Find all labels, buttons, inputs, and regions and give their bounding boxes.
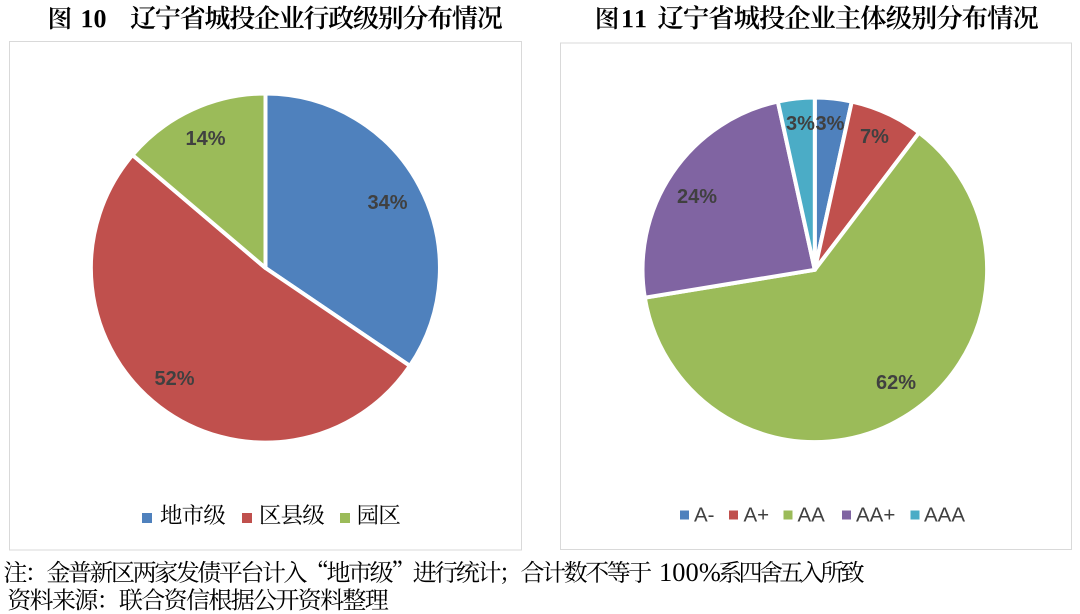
svg-text:52%: 52% — [154, 368, 194, 390]
svg-text:7%: 7% — [860, 126, 889, 148]
svg-text:62%: 62% — [876, 372, 916, 394]
svg-text:3%: 3% — [786, 113, 815, 135]
svg-text:24%: 24% — [677, 186, 717, 208]
svg-text:AA+: AA+ — [856, 504, 895, 527]
svg-text:A-: A- — [694, 504, 715, 527]
svg-text:14%: 14% — [185, 128, 225, 150]
svg-text:A+: A+ — [744, 504, 770, 527]
svg-text:AAA: AAA — [924, 504, 965, 527]
svg-text:34%: 34% — [367, 192, 407, 214]
svg-text:AA: AA — [798, 504, 826, 527]
svg-text:3%: 3% — [816, 113, 845, 135]
